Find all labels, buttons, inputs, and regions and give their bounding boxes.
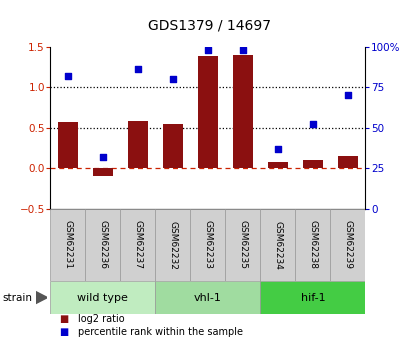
Bar bbox=[260, 281, 365, 314]
Text: ■: ■ bbox=[59, 327, 68, 337]
Bar bbox=[85, 209, 121, 281]
Bar bbox=[295, 209, 331, 281]
Bar bbox=[233, 55, 252, 168]
Text: GSM62231: GSM62231 bbox=[63, 220, 72, 269]
Polygon shape bbox=[36, 292, 47, 304]
Text: GSM62234: GSM62234 bbox=[273, 220, 282, 269]
Bar bbox=[190, 209, 226, 281]
Text: hif-1: hif-1 bbox=[301, 293, 325, 303]
Bar bbox=[303, 160, 323, 168]
Point bbox=[170, 76, 176, 82]
Text: GSM62235: GSM62235 bbox=[239, 220, 247, 269]
Bar bbox=[226, 209, 260, 281]
Point bbox=[239, 47, 246, 52]
Text: percentile rank within the sample: percentile rank within the sample bbox=[78, 327, 243, 337]
Point bbox=[344, 92, 351, 98]
Point bbox=[205, 47, 211, 52]
Text: GSM62239: GSM62239 bbox=[344, 220, 352, 269]
Bar bbox=[121, 209, 155, 281]
Bar bbox=[155, 209, 190, 281]
Text: GSM62233: GSM62233 bbox=[203, 220, 213, 269]
Bar bbox=[93, 168, 113, 176]
Bar bbox=[268, 162, 288, 168]
Text: strain: strain bbox=[2, 293, 32, 303]
Point bbox=[134, 67, 141, 72]
Bar bbox=[331, 209, 365, 281]
Bar bbox=[260, 209, 295, 281]
Text: log2 ratio: log2 ratio bbox=[78, 314, 124, 324]
Bar bbox=[50, 209, 85, 281]
Bar bbox=[50, 281, 155, 314]
Bar bbox=[128, 121, 147, 168]
Text: GSM62232: GSM62232 bbox=[168, 220, 177, 269]
Bar bbox=[163, 124, 183, 168]
Point bbox=[310, 122, 316, 127]
Text: GSM62237: GSM62237 bbox=[134, 220, 142, 269]
Bar bbox=[338, 156, 357, 168]
Bar bbox=[155, 281, 260, 314]
Point bbox=[275, 146, 281, 151]
Text: wild type: wild type bbox=[77, 293, 129, 303]
Text: ■: ■ bbox=[59, 314, 68, 324]
Text: GSM62236: GSM62236 bbox=[98, 220, 108, 269]
Bar bbox=[198, 56, 218, 168]
Text: GDS1379 / 14697: GDS1379 / 14697 bbox=[149, 19, 271, 33]
Text: GSM62238: GSM62238 bbox=[308, 220, 318, 269]
Point bbox=[100, 154, 106, 160]
Point bbox=[65, 73, 71, 79]
Text: vhl-1: vhl-1 bbox=[194, 293, 222, 303]
Bar bbox=[58, 122, 78, 168]
